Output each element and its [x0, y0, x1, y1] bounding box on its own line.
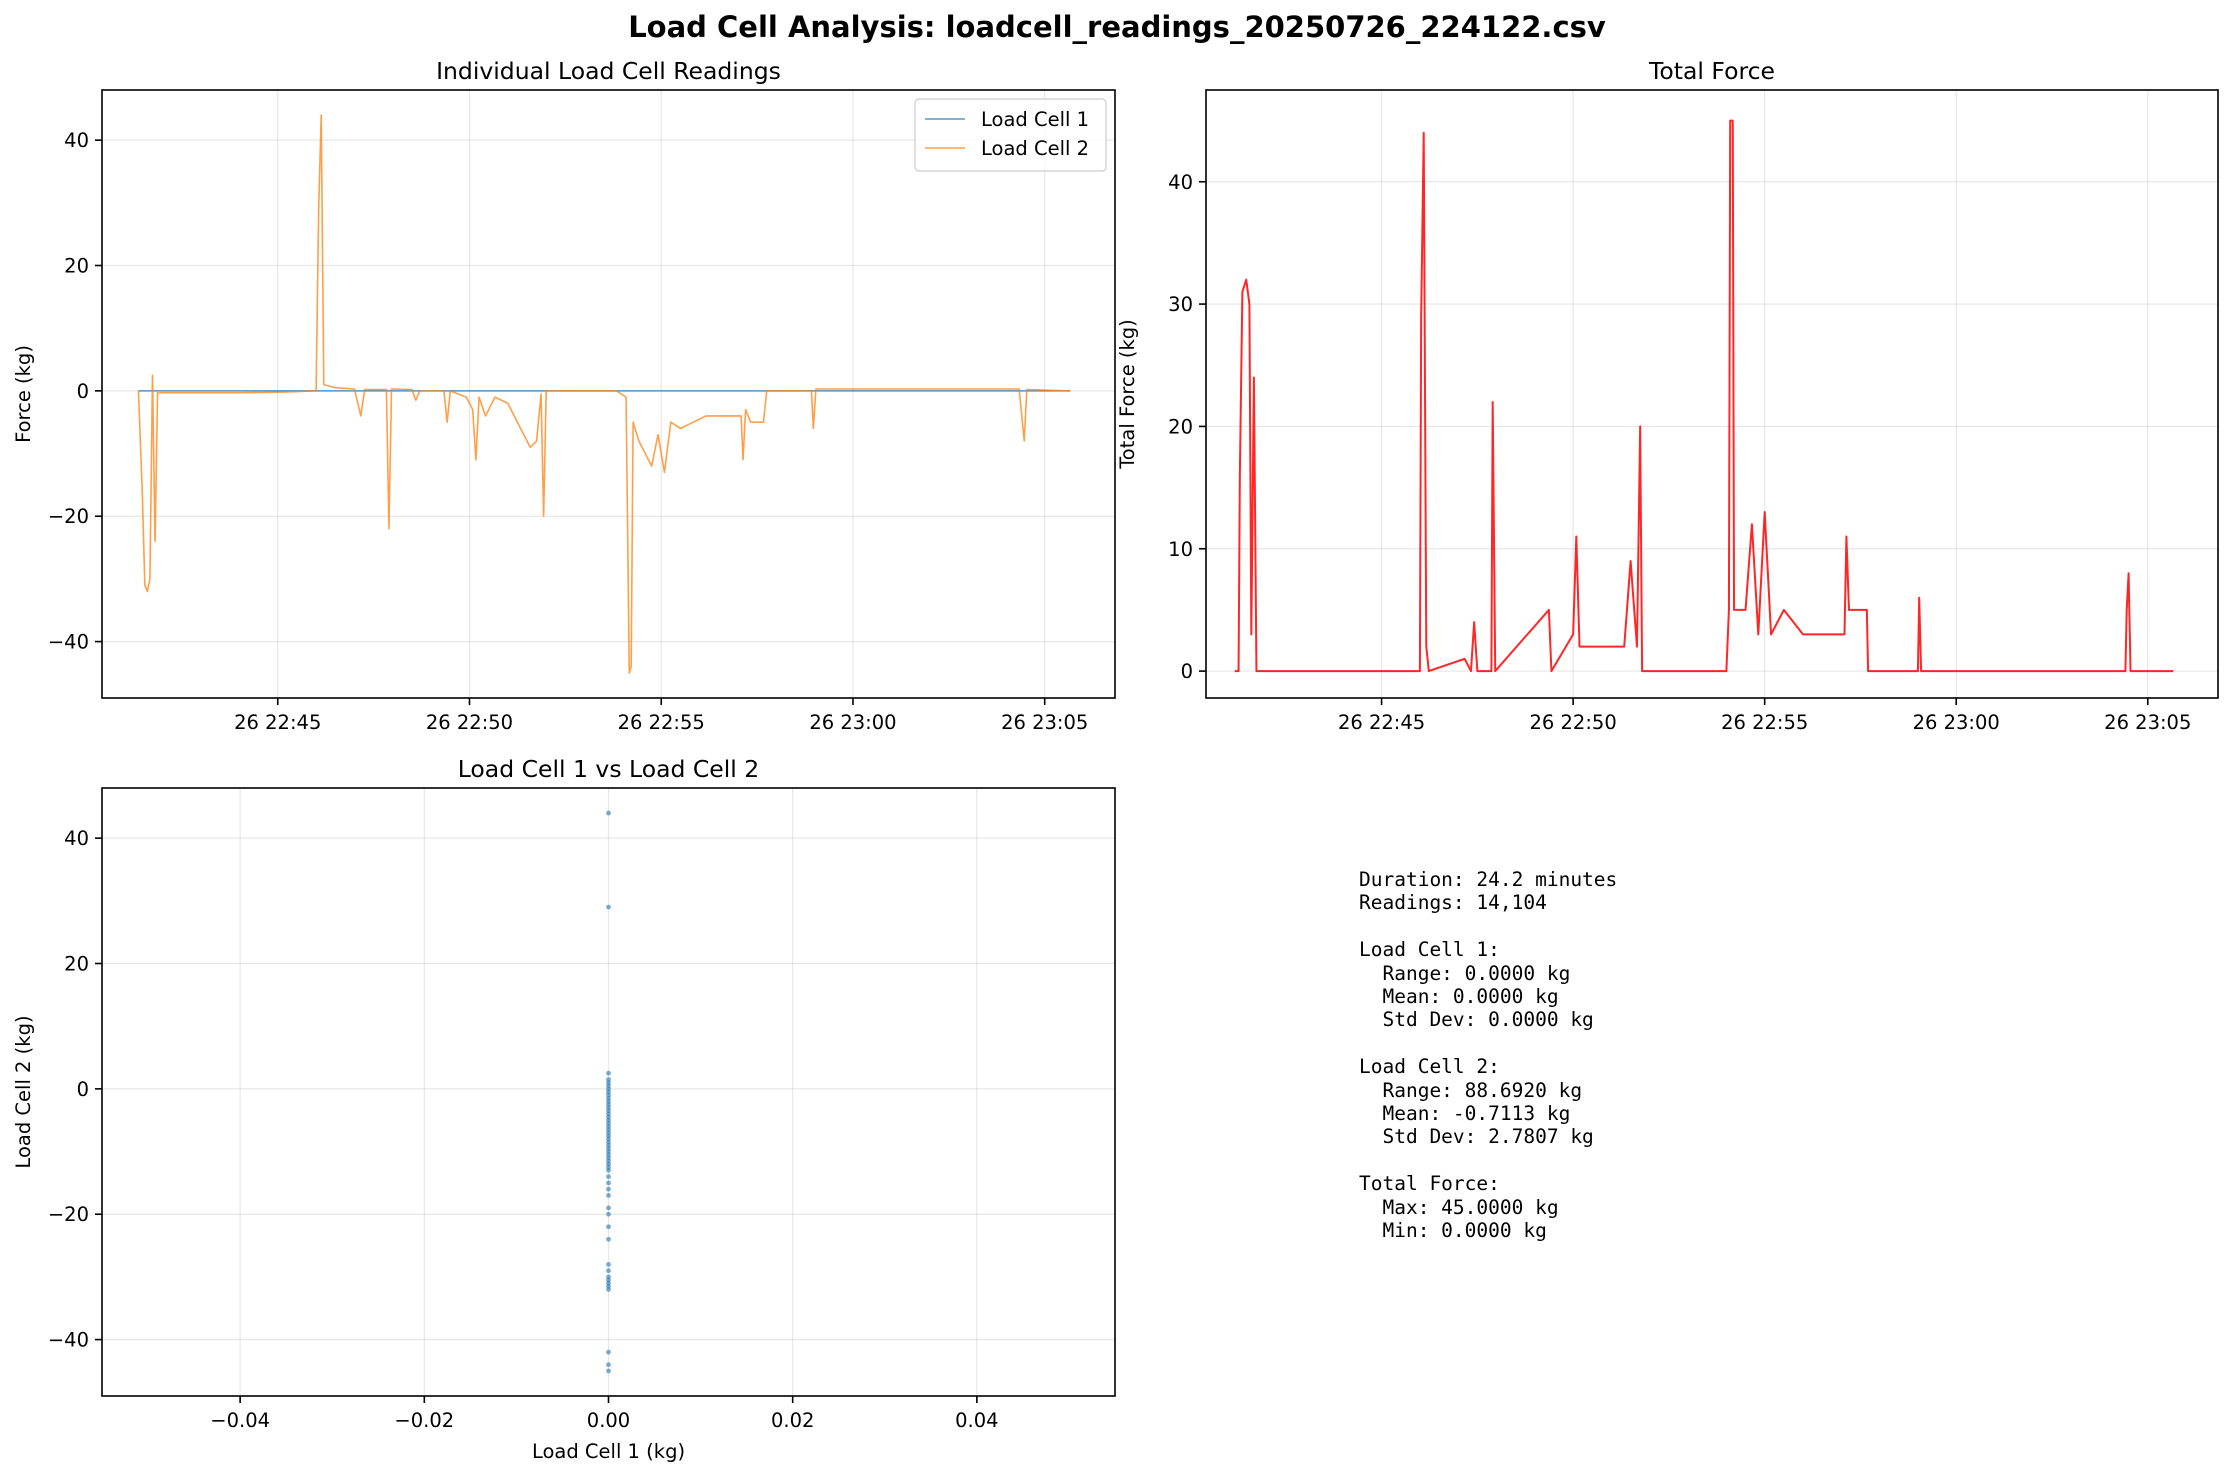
scatter-scatter-point	[606, 1186, 611, 1192]
stat-cell2-range: Range: 88.6920 kg	[1359, 1078, 1583, 1102]
scatter-ytick-label: −40	[48, 1329, 89, 1352]
individual-xtick-label: 26 22:50	[426, 711, 513, 734]
stat-cell2-header: Load Cell 2:	[1359, 1055, 1500, 1079]
statistics-panel: Duration: 24.2 minutes Readings: 14,104 …	[1359, 868, 1617, 1243]
total-axes-frame	[1205, 89, 2219, 699]
individual-readings-chart: 26 22:45 26 22:50 26 22:55 26 23:00 26 23:05…	[12, 57, 1116, 734]
individual-series-load-cell-2-line	[137, 114, 1071, 674]
individual-plot-area	[102, 90, 1115, 698]
legend-box	[914, 98, 1107, 172]
individual-ytick-label: −20	[48, 505, 89, 528]
scatter-scatter-point	[606, 1268, 611, 1274]
stat-total-max: Max: 45.0000 kg	[1359, 1195, 1559, 1219]
individual-series-group	[137, 114, 1071, 674]
scatter-scatter-point	[606, 1205, 611, 1211]
stat-cell1-header: Load Cell 1:	[1359, 938, 1500, 962]
cell-scatter-chart: −0.04 −0.02 0.00 0.02 0.04 −40 −20 0 20 40 Load Ce…	[12, 755, 1116, 1463]
total-series-0-line	[1234, 119, 2174, 673]
scatter-ytick-label: 20	[64, 953, 89, 976]
scatter-xtick-label: 0.02	[771, 1409, 814, 1432]
individual-ytick-label: 40	[64, 129, 89, 152]
scatter-scatter-point	[606, 1180, 611, 1186]
scatter-scatter-point	[606, 1368, 611, 1374]
scatter-scatter-point	[606, 1211, 611, 1217]
total-ytick-label: 10	[1168, 538, 1193, 561]
individual-xtick-label: 26 22:45	[234, 711, 321, 734]
scatter-xtick-label: 0.04	[955, 1409, 998, 1432]
total-xtick-label: 26 23:00	[1913, 711, 2000, 734]
total-xtick-label: 26 23:05	[2104, 711, 2191, 734]
total-ytick-label: 0	[1181, 660, 1193, 683]
scatter-y-axis-label: Load Cell 2 (kg)	[12, 1015, 35, 1168]
scatter-scatter-point	[606, 1224, 611, 1230]
individual-axes-frame	[101, 89, 1116, 699]
stat-cell1-std: Std Dev: 0.0000 kg	[1359, 1008, 1594, 1032]
scatter-scatter-point	[606, 1236, 611, 1242]
total-chart-title: Total Force	[1648, 57, 1775, 85]
individual-ytick-label: 0	[77, 380, 89, 403]
scatter-ytick-label: −20	[48, 1203, 89, 1226]
scatter-xtick-label: −0.02	[394, 1409, 454, 1432]
scatter-scatter-point	[606, 904, 611, 910]
scatter-scatter-point	[606, 810, 611, 816]
legend-label: Load Cell 1	[981, 108, 1089, 131]
scatter-xtick-label: 0.00	[587, 1409, 630, 1432]
stat-cell1-mean: Mean: 0.0000 kg	[1359, 985, 1559, 1009]
scatter-scatter-point	[606, 1349, 611, 1355]
scatter-scatter-point	[606, 1070, 611, 1076]
total-ytick-label: 30	[1168, 293, 1193, 316]
scatter-scatter-point	[606, 1167, 611, 1173]
stat-cell1-range: Range: 0.0000 kg	[1359, 961, 1571, 985]
stat-readings: Readings: 14,104	[1359, 891, 1547, 915]
total-plot-area	[1206, 90, 2218, 698]
stat-total-min: Min: 0.0000 kg	[1359, 1219, 1547, 1243]
scatter-scatter-point	[606, 1174, 611, 1180]
individual-ytick-label: 20	[64, 255, 89, 278]
individual-chart-title: Individual Load Cell Readings	[436, 57, 781, 85]
scatter-scatter-point	[606, 1261, 611, 1267]
stat-cell2-mean: Mean: -0.7113 kg	[1359, 1102, 1571, 1126]
individual-ytick-label: −40	[48, 631, 89, 654]
stat-total-header: Total Force:	[1359, 1172, 1500, 1196]
individual-xtick-label: 26 22:55	[618, 711, 705, 734]
scatter-chart-title: Load Cell 1 vs Load Cell 2	[458, 755, 759, 783]
individual-y-axis-label: Force (kg)	[12, 345, 35, 443]
scatter-ytick-label: 0	[77, 1078, 89, 1101]
total-ytick-label: 20	[1168, 415, 1193, 438]
scatter-scatter-point	[606, 1362, 611, 1368]
figure-title: Load Cell Analysis: loadcell_readings_20…	[628, 10, 1606, 44]
total-series-group	[1234, 119, 2174, 673]
total-xtick-label: 26 22:55	[1721, 711, 1808, 734]
scatter-ytick-label: 40	[64, 827, 89, 850]
stat-duration: Duration: 24.2 minutes	[1359, 868, 1618, 891]
scatter-x-axis-label: Load Cell 1 (kg)	[532, 1440, 685, 1463]
individual-legend: Load Cell 1 Load Cell 2	[914, 98, 1107, 172]
scatter-series-group	[606, 810, 611, 1374]
total-y-axis-label: Total Force (kg)	[1116, 319, 1139, 470]
scatter-scatter-point	[606, 1287, 611, 1292]
total-force-chart: 26 22:45 26 22:50 26 22:55 26 23:00 26 23:05…	[1116, 57, 2219, 734]
total-ytick-label: 40	[1168, 171, 1193, 194]
total-xtick-label: 26 22:50	[1530, 711, 1617, 734]
individual-xtick-label: 26 23:00	[809, 711, 896, 734]
scatter-xtick-label: −0.04	[210, 1409, 270, 1432]
scatter-scatter-point	[606, 1193, 611, 1198]
total-xtick-label: 26 22:45	[1338, 711, 1425, 734]
stat-cell2-std: Std Dev: 2.7807 kg	[1359, 1125, 1594, 1149]
legend-label: Load Cell 2	[981, 137, 1089, 160]
individual-xtick-label: 26 23:05	[1001, 711, 1088, 734]
